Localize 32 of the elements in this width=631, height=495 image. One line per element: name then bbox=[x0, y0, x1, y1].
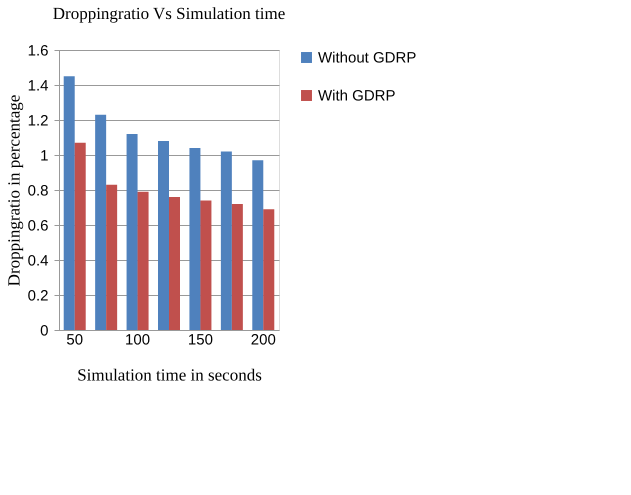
y-tick-label: 0.8 bbox=[28, 182, 48, 200]
y-tick-label: 1.6 bbox=[28, 42, 48, 60]
bar bbox=[126, 134, 138, 330]
bar bbox=[138, 192, 149, 330]
y-tick-label: 1.2 bbox=[28, 112, 48, 130]
y-tick-label: 0 bbox=[40, 322, 48, 340]
bar bbox=[74, 142, 86, 330]
x-axis-title: Simulation time in seconds bbox=[77, 366, 262, 384]
bar bbox=[200, 200, 212, 330]
bar bbox=[169, 197, 180, 330]
y-axis-title: Droppingratio in percentage bbox=[4, 94, 24, 286]
bar bbox=[64, 76, 75, 330]
bar bbox=[189, 148, 200, 330]
bar bbox=[263, 209, 274, 330]
legend-label: With GDRP bbox=[318, 88, 396, 104]
bar bbox=[252, 160, 264, 330]
y-tick-label: 0.4 bbox=[28, 252, 48, 270]
chart-title: Droppingratio Vs Simulation time bbox=[52, 4, 286, 23]
bar bbox=[95, 114, 106, 330]
y-tick-label: 1 bbox=[40, 148, 48, 164]
legend-label: Without GDRP bbox=[318, 50, 416, 66]
bar bbox=[232, 204, 243, 330]
bar bbox=[220, 152, 232, 330]
bar bbox=[106, 184, 118, 330]
x-tick-label: 50 bbox=[66, 332, 84, 348]
y-tick-label: 1.4 bbox=[28, 78, 48, 94]
y-tick-label: 0.6 bbox=[28, 218, 48, 234]
x-tick-label: 200 bbox=[250, 332, 276, 348]
y-tick-label: 0.2 bbox=[28, 288, 48, 304]
x-tick-label: 150 bbox=[188, 332, 213, 348]
x-tick-label: 100 bbox=[125, 332, 150, 348]
bar bbox=[158, 141, 169, 330]
